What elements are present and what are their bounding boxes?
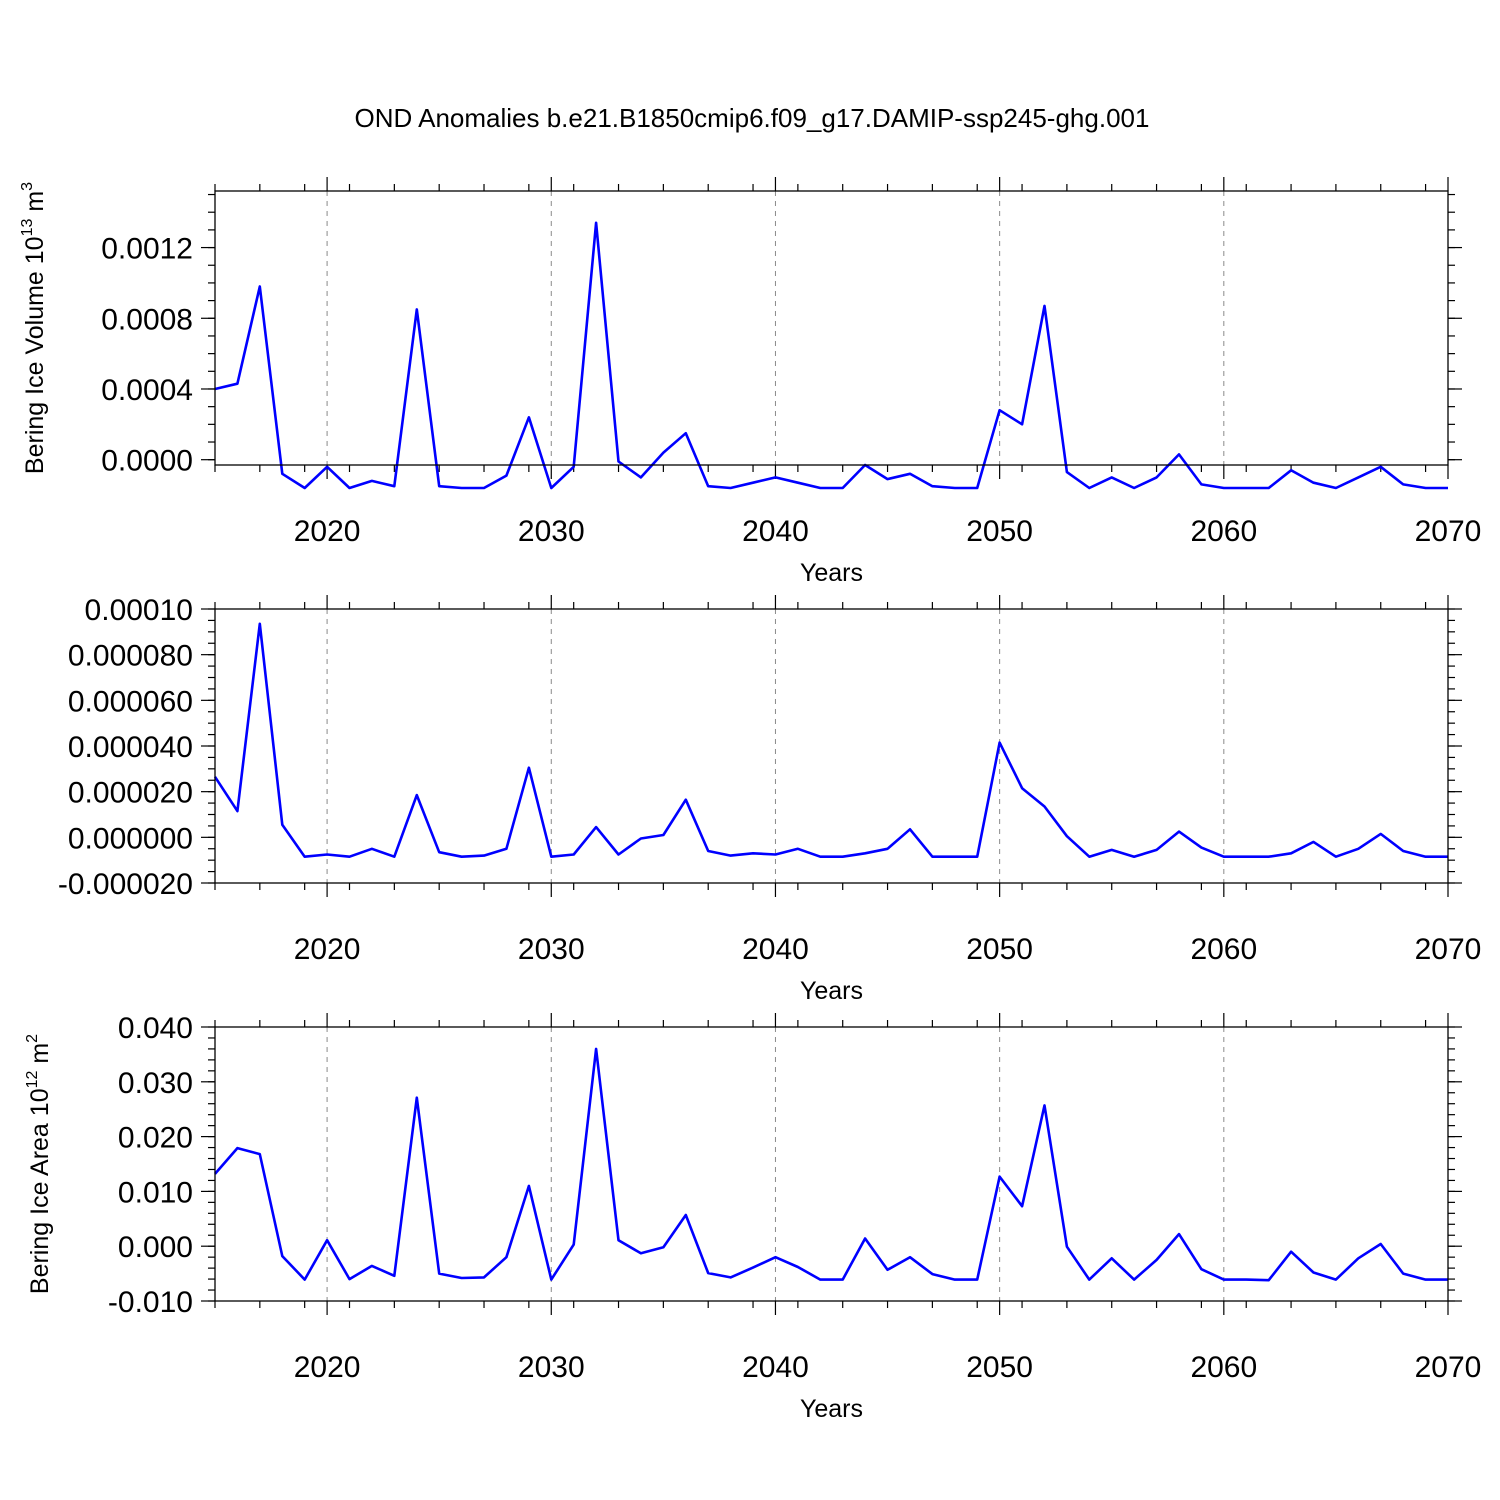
y-tick-label: 0.000040 (68, 731, 193, 764)
x-tick-label: 2060 (1190, 1351, 1257, 1384)
plot-frame (214, 1026, 1449, 1302)
x-tick-label: 2050 (966, 515, 1033, 548)
x-axis-title: Years (800, 1395, 863, 1423)
y-tick-label: 0.010 (118, 1176, 193, 1209)
x-tick-label: 2040 (742, 515, 809, 548)
y-tick-label: 0.000000 (68, 822, 193, 855)
x-tick-label: 2040 (742, 933, 809, 966)
plot-frame (214, 608, 1449, 884)
series-line-middle-series (213, 622, 1448, 859)
plot-frame (214, 190, 1449, 466)
y-axis-title: Bering Ice Area 1012 m2 (24, 1034, 54, 1294)
y-tick-label: 0.0012 (101, 233, 193, 266)
x-tick-label: 2030 (518, 515, 585, 548)
x-tick-label: 2070 (1415, 515, 1482, 548)
y-tick-label: 0.000060 (68, 685, 193, 718)
x-tick-label: 2040 (742, 1351, 809, 1384)
y-tick-label: -0.000020 (58, 868, 193, 901)
x-tick-label: 2060 (1190, 515, 1257, 548)
panel-ice-volume: 0.0000 0.0004 0.0008 0.0012 2020 2030 2040 2050… (19, 177, 1481, 587)
series-line-ice-volume (214, 221, 1448, 490)
y-tick-label: 0.0008 (101, 303, 193, 336)
y-tick-label: 0.000 (118, 1231, 193, 1264)
x-tick-label: 2020 (294, 933, 361, 966)
panels: 0.0000 0.0004 0.0008 0.0012 2020 2030 2040 2050… (19, 177, 1481, 1423)
y-tick-label: 0.000020 (68, 777, 193, 810)
y-tick-label: 0.0004 (101, 374, 193, 407)
x-tick-label: 2020 (294, 515, 361, 548)
figure-title: OND Anomalies b.e21.B1850cmip6.f09_g17.D… (355, 103, 1150, 133)
x-axis-title: Years (800, 977, 863, 1005)
x-tick-label: 2050 (966, 1351, 1033, 1384)
panel-ice-area: -0.010 0.000 0.010 0.020 0.030 0.040 2020 2030 2… (24, 1012, 1481, 1423)
y-tick-label: 0.020 (118, 1122, 193, 1155)
x-tick-label: 2020 (294, 1351, 361, 1384)
series-line-ice-area (214, 1047, 1448, 1282)
x-tick-label: 2050 (966, 933, 1033, 966)
y-tick-label: -0.010 (108, 1286, 193, 1319)
x-tick-label: 2060 (1190, 933, 1257, 966)
y-axis-title: Bering Ice Volume 1013 m3 (19, 182, 49, 474)
x-tick-label: 2070 (1415, 933, 1482, 966)
x-tick-label: 2030 (518, 1351, 585, 1384)
x-tick-label: 2070 (1415, 1351, 1482, 1384)
x-tick-label: 2030 (518, 933, 585, 966)
y-tick-label: 0.0000 (101, 445, 193, 478)
y-tick-label: 0.030 (118, 1067, 193, 1100)
y-tick-label: 0.00010 (85, 594, 193, 627)
y-tick-label: 0.040 (118, 1012, 193, 1045)
panel-middle-series: -0.000020 0.000000 0.000020 0.000040 0.00006… (58, 594, 1482, 1005)
y-tick-label: 0.000080 (68, 640, 193, 673)
x-axis-title: Years (800, 559, 863, 587)
